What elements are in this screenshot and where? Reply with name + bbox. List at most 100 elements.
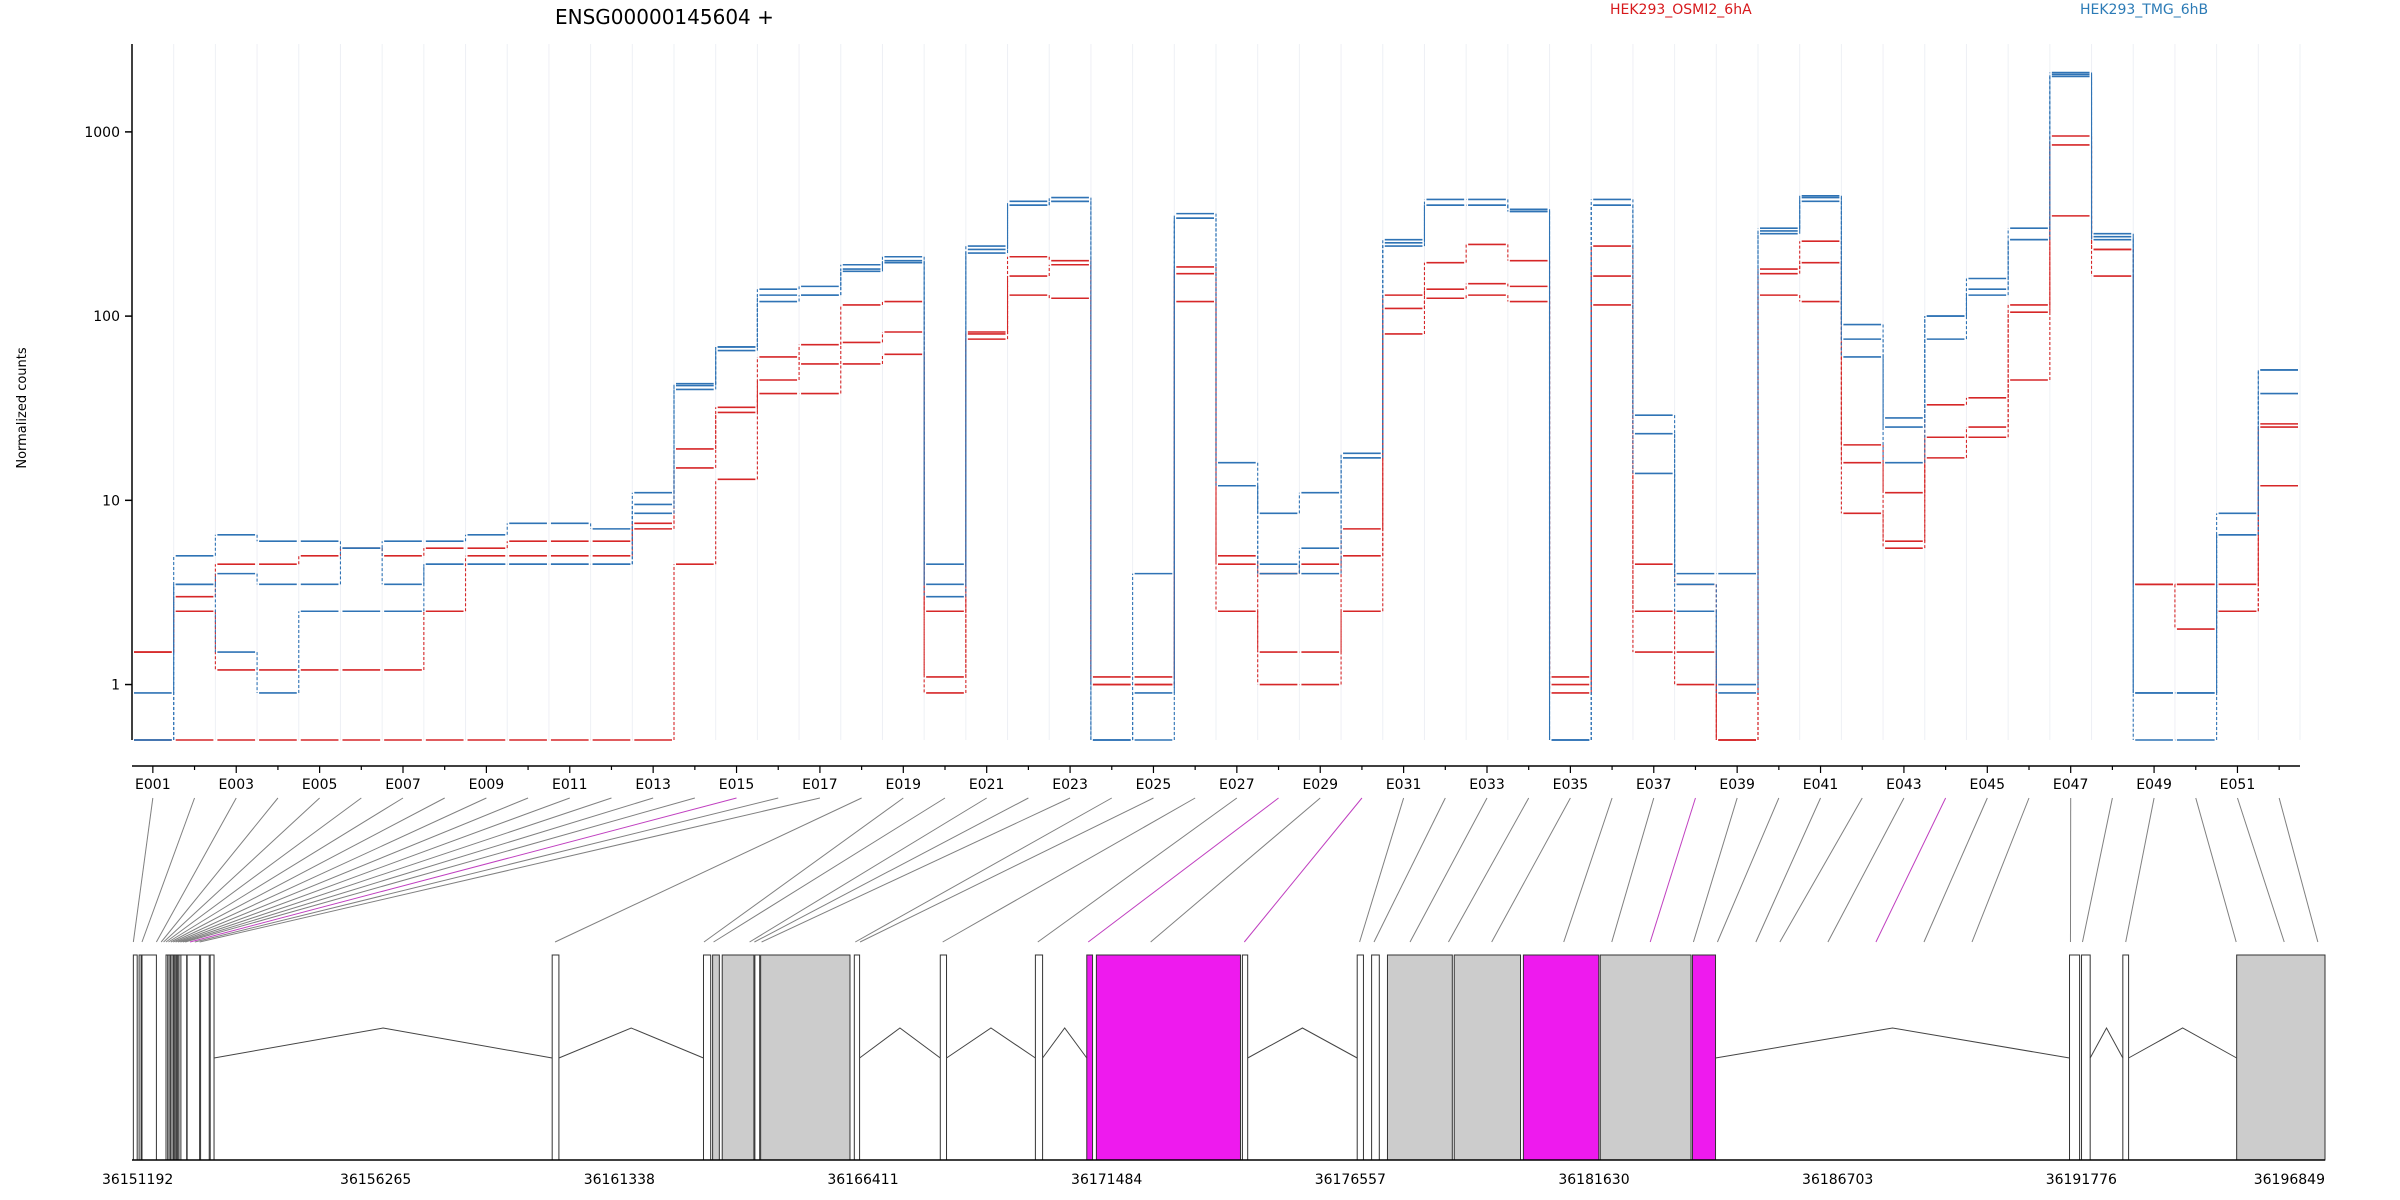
- y-axis: 1 10 100 1000: [84, 44, 133, 740]
- exon-connector: [1243, 797, 1363, 943]
- gene-model: [132, 954, 2326, 1161]
- exon-connector: [165, 797, 362, 943]
- intron-line: [2089, 1026, 2124, 1059]
- intron-line: [1247, 1027, 1358, 1059]
- exon-connector: [703, 797, 904, 943]
- exon-box: [1386, 954, 1453, 1161]
- exon-connector: [942, 797, 1196, 943]
- x-tick-label: E035: [1553, 777, 1589, 793]
- exon-connector: [2236, 797, 2285, 943]
- chart-title: ENSG00000145604 +: [555, 5, 774, 29]
- intron-line: [1042, 1027, 1088, 1059]
- x-axis: E001 E003 E005 E007 E009 E011 E013 E015 E017 E019…: [132, 765, 2300, 793]
- exon-box: [1522, 954, 1600, 1161]
- x-tick-label: E011: [552, 777, 588, 793]
- exon-connector: [2278, 797, 2319, 943]
- genomic-tick-label: 36186703: [1802, 1172, 1873, 1188]
- intron-line: [2128, 1027, 2237, 1059]
- exon-box: [712, 954, 720, 1161]
- genomic-tick-label: 36181630: [1558, 1172, 1629, 1188]
- exon-box: [939, 954, 948, 1161]
- exon-connector: [155, 797, 237, 943]
- x-tick-label: E029: [1302, 777, 1338, 793]
- x-tick-label: E045: [1970, 777, 2006, 793]
- series-6: [134, 73, 2298, 741]
- exon-box: [853, 954, 861, 1161]
- exon-box: [209, 954, 215, 1161]
- exon-box: [2069, 954, 2081, 1161]
- exon-connector: [173, 797, 487, 943]
- exon-connector: [2125, 797, 2155, 943]
- exon-connector: [859, 797, 1154, 943]
- exon-box: [180, 954, 188, 1161]
- y-tick-label: 1: [111, 678, 120, 694]
- exon-connector: [1971, 797, 2030, 943]
- exon-box: [1453, 954, 1522, 1161]
- exon-connector: [1827, 797, 1905, 943]
- exon-connector: [754, 797, 1029, 943]
- exon-connector: [2081, 797, 2113, 943]
- x-tick-label: E049: [2136, 777, 2172, 793]
- exon-connector: [182, 797, 654, 943]
- exon-connector: [1037, 797, 1238, 943]
- intron-line: [213, 1027, 553, 1059]
- exon-box: [138, 954, 142, 1161]
- y-tick-label: 10: [102, 493, 120, 509]
- x-tick-label: E041: [1803, 777, 1839, 793]
- exon-connector: [175, 797, 529, 943]
- exon-connector: [761, 797, 1071, 943]
- exon-connector: [1779, 797, 1863, 943]
- exon-connector: [177, 797, 570, 943]
- exon-box: [2236, 954, 2326, 1161]
- exon-connector: [163, 797, 320, 943]
- x-tick-label: E017: [802, 777, 838, 793]
- x-tick-label: E027: [1219, 777, 1255, 793]
- exon-box: [1086, 954, 1094, 1161]
- exon-box: [721, 954, 755, 1161]
- exon-connector: [199, 797, 821, 943]
- exon-connector: [189, 797, 737, 943]
- exon-box: [186, 954, 201, 1161]
- x-tick-label: E013: [635, 777, 671, 793]
- exon-connector: [2195, 797, 2237, 943]
- exon-box: [754, 954, 761, 1161]
- genomic-tick-label: 36156265: [340, 1172, 411, 1188]
- legend-label-osmi2: HEK293_OSMI2_6hA: [1610, 2, 1752, 18]
- x-tick-label: E031: [1386, 777, 1422, 793]
- exon-connector: [749, 797, 987, 943]
- exon-connector: [713, 797, 946, 943]
- exon-connector: [1409, 797, 1488, 943]
- exon-connector: [1150, 797, 1321, 943]
- exon-box: [760, 954, 851, 1161]
- genomic-tick-label: 36176557: [1315, 1172, 1386, 1188]
- exon-connector: [1755, 797, 1821, 943]
- genomic-axis: 36151192 36156265 36161338 36166411 36171484…: [102, 1172, 2325, 1188]
- exon-connector: [1448, 797, 1530, 943]
- x-tick-label: E021: [969, 777, 1005, 793]
- exon-connectors: [132, 797, 2319, 943]
- exon-connector: [160, 797, 279, 943]
- x-tick-label: E043: [1886, 777, 1922, 793]
- intron-line: [946, 1027, 1036, 1059]
- exon-box: [200, 954, 210, 1161]
- exon-box: [1034, 954, 1044, 1161]
- exon-connector: [1716, 797, 1780, 943]
- exon-box: [1371, 954, 1380, 1161]
- genomic-tick-label: 36196849: [2254, 1172, 2325, 1188]
- exon-connector: [1923, 797, 1988, 943]
- genomic-tick-label: 36161338: [584, 1172, 655, 1188]
- exon-box: [1241, 954, 1249, 1161]
- intron-line: [1715, 1027, 2070, 1059]
- exon-connector: [1373, 797, 1446, 943]
- exon-connector: [1491, 797, 1571, 943]
- intron-line: [558, 1027, 704, 1059]
- x-tick-label: E039: [1719, 777, 1755, 793]
- x-tick-label: E009: [469, 777, 505, 793]
- x-tick-label: E047: [2053, 777, 2089, 793]
- x-tick-label: E015: [719, 777, 755, 793]
- exon-connector: [1692, 797, 1738, 943]
- exon-connector: [1087, 797, 1279, 943]
- exon-box: [2122, 954, 2130, 1161]
- x-tick-label: E001: [135, 777, 171, 793]
